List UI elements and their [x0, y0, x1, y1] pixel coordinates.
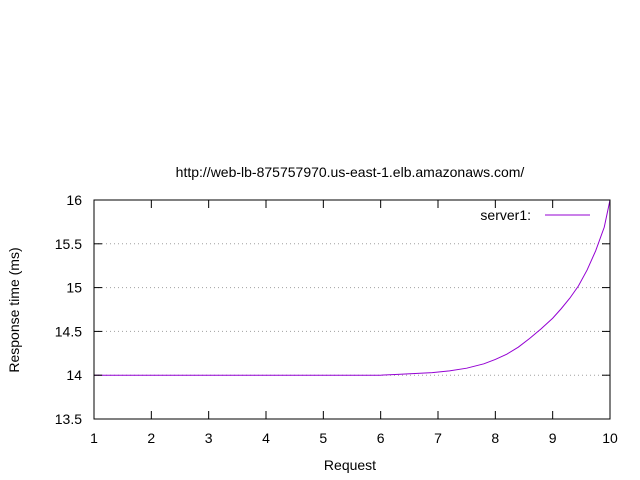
y-axis-label: Response time (ms) [6, 247, 22, 372]
x-axis-label: Request [324, 457, 376, 473]
y-tick-label: 14 [66, 367, 82, 383]
series-line [94, 199, 611, 376]
series-layer [94, 199, 611, 376]
plot-frame [93, 199, 611, 420]
x-tick-label: 6 [377, 430, 385, 446]
x-tick-label: 9 [549, 430, 557, 446]
x-tick-label: 5 [319, 430, 327, 446]
y-axis-ticks: 13.5 14 14.5 15 15.5 16 [55, 192, 610, 427]
y-tick-label: 15.5 [55, 236, 82, 252]
x-axis-ticks: 1 2 3 4 5 6 7 8 9 10 [90, 200, 618, 446]
legend-entry-label: server1: [480, 207, 531, 223]
x-tick-label: 4 [262, 430, 270, 446]
chart-title: http://web-lb-875757970.us-east-1.elb.am… [176, 164, 525, 180]
y-tick-label: 16 [66, 192, 82, 208]
y-tick-label: 13.5 [55, 411, 82, 427]
x-tick-label: 10 [602, 430, 618, 446]
grid-lines [94, 243, 610, 376]
x-tick-label: 1 [90, 430, 98, 446]
x-tick-label: 3 [205, 430, 213, 446]
legend: server1: [480, 207, 590, 223]
x-tick-label: 8 [491, 430, 499, 446]
x-tick-label: 2 [147, 430, 155, 446]
x-tick-label: 7 [434, 430, 442, 446]
y-tick-label: 14.5 [55, 323, 82, 339]
y-tick-label: 15 [66, 280, 82, 296]
